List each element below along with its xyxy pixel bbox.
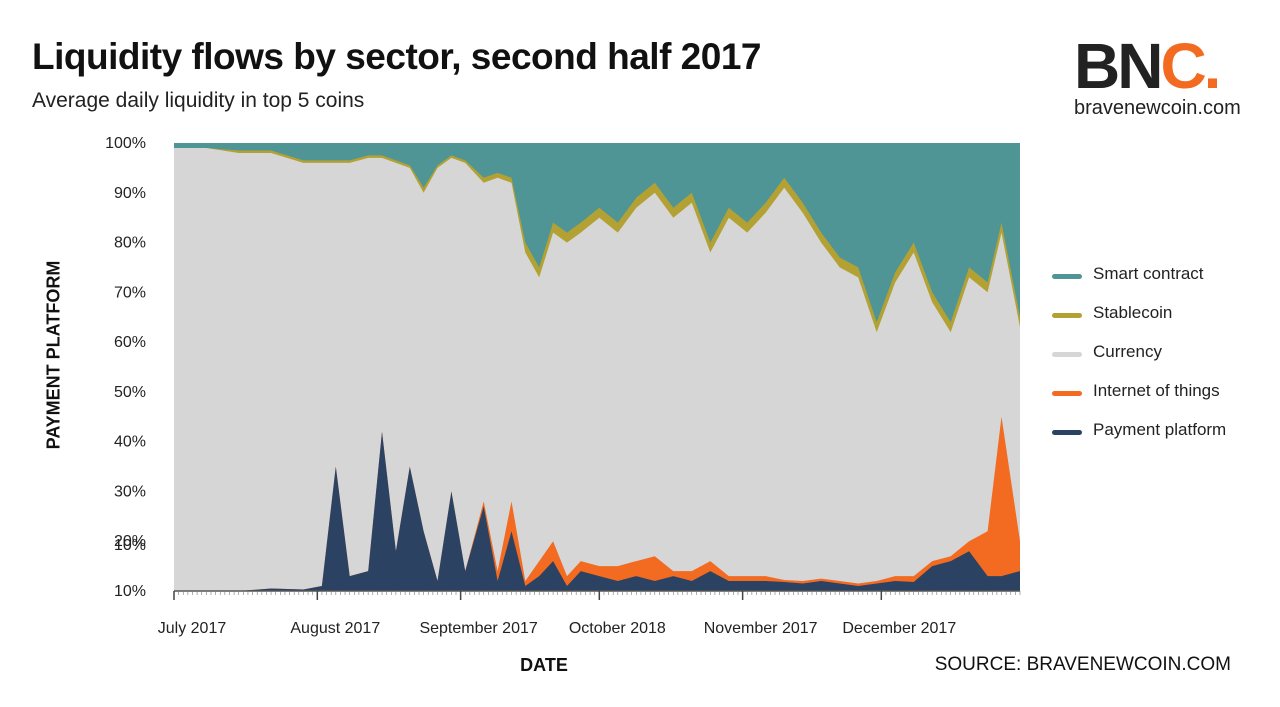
legend-swatch xyxy=(1052,391,1082,396)
x-tick-label: August 2017 xyxy=(290,620,380,637)
chart-title: Liquidity flows by sector, second half 2… xyxy=(32,36,761,77)
legend-label: Smart contract xyxy=(1093,264,1204,283)
logo-wordmark-main: BN xyxy=(1074,30,1163,102)
y-tick-label: 90% xyxy=(114,185,146,202)
y-tick-label: 20% xyxy=(114,533,146,550)
x-axis-label: DATE xyxy=(520,655,568,675)
legend-label: Payment platform xyxy=(1093,420,1227,439)
y-tick-label: 50% xyxy=(114,384,146,401)
legend-swatch xyxy=(1052,352,1082,357)
x-tick-label: December 2017 xyxy=(842,620,956,637)
legend-label: Currency xyxy=(1093,342,1162,361)
x-tick-label: October 2018 xyxy=(569,620,666,637)
y-tick-label: 30% xyxy=(114,483,146,500)
x-tick-label: November 2017 xyxy=(704,620,818,637)
y-tick-label: 10% xyxy=(114,537,146,554)
source-note: SOURCE: BRAVENEWCOIN.COM xyxy=(934,654,1231,675)
logo-url: bravenewcoin.com xyxy=(1074,97,1241,119)
y-tick-label: 40% xyxy=(114,434,146,451)
legend-label: Stablecoin xyxy=(1093,303,1173,322)
legend-swatch xyxy=(1052,430,1082,435)
logo-wordmark-accent: C. xyxy=(1160,30,1221,102)
x-tick-label: September 2017 xyxy=(419,620,537,637)
chart-subtitle: Average daily liquidity in top 5 coins xyxy=(32,89,365,112)
y-tick-label: 10% xyxy=(114,583,146,600)
logo-wordmark: BNC. xyxy=(1074,30,1221,102)
y-tick-label: 70% xyxy=(114,284,146,301)
legend-label: Internet of things xyxy=(1093,381,1220,400)
legend-swatch xyxy=(1052,313,1082,318)
x-tick-label: July 2017 xyxy=(158,620,227,637)
area-payment-platform xyxy=(174,431,1020,591)
y-tick-label: 80% xyxy=(114,235,146,252)
axes: 100%90%80%70%60%50%40%30%20%10%10%July 2… xyxy=(105,135,1021,637)
legend-swatch xyxy=(1052,274,1082,279)
y-tick-label: 100% xyxy=(105,135,146,152)
area-layers xyxy=(174,143,1020,591)
brand-logo[interactable]: BNC. bravenewcoin.com xyxy=(1074,30,1254,125)
y-tick-label: 60% xyxy=(114,334,146,351)
